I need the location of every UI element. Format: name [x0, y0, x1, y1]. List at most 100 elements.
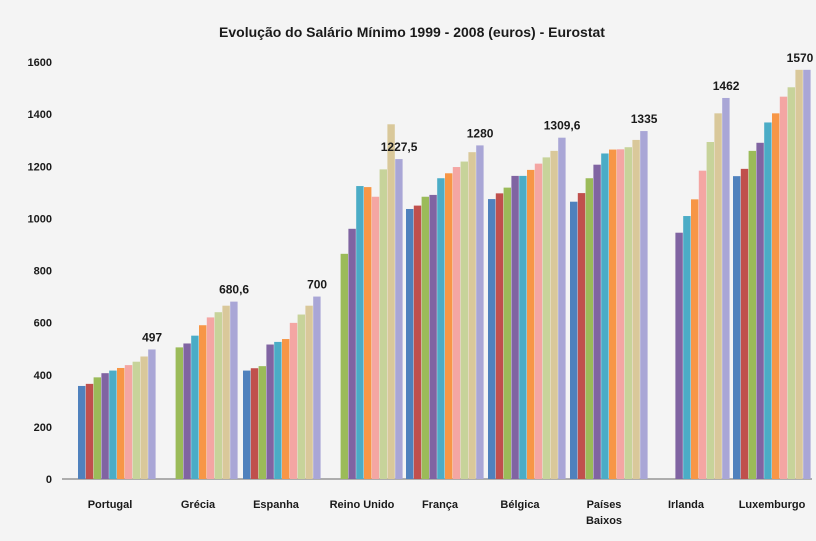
y-tick-label: 1000	[28, 213, 52, 225]
bar	[117, 367, 125, 479]
bar	[714, 113, 722, 479]
data-label: 1227,5	[381, 140, 418, 154]
bar	[348, 228, 356, 479]
bar	[387, 124, 395, 480]
bar	[266, 344, 274, 479]
bar	[214, 312, 222, 479]
bar	[593, 164, 601, 479]
data-label: 700	[307, 278, 327, 292]
bar	[258, 366, 266, 479]
x-tick-label: Luxemburgo	[739, 499, 806, 511]
bar	[183, 343, 191, 479]
bar	[199, 325, 207, 479]
y-tick-label: 1600	[28, 57, 52, 69]
bar	[379, 169, 387, 479]
bar	[503, 187, 511, 479]
bar	[740, 168, 749, 479]
bar	[534, 163, 543, 480]
bar	[356, 186, 364, 479]
x-axis: Portugal Grécia Espanha Reino Unido França Bé…	[88, 499, 806, 527]
chart-title: Evolução do Salário Mínimo 1999 - 2008 (…	[219, 24, 605, 40]
bar	[624, 147, 632, 480]
bar	[148, 349, 156, 479]
x-tick-label: Portugal	[88, 499, 133, 511]
bar	[274, 341, 282, 479]
bar	[601, 153, 609, 479]
bar	[495, 193, 504, 480]
bar	[429, 194, 437, 479]
bar	[297, 314, 305, 479]
data-label: 1462	[713, 79, 740, 93]
bar	[132, 361, 140, 479]
bar	[542, 157, 550, 480]
bar	[437, 178, 445, 479]
bar	[230, 301, 238, 479]
bar	[683, 216, 691, 480]
data-label: 680,6	[219, 283, 249, 297]
x-tick-label: Reino Unido	[330, 499, 395, 511]
bar	[795, 69, 803, 479]
bar	[222, 305, 230, 479]
x-tick-label: Grécia	[181, 499, 216, 511]
bar	[756, 142, 764, 479]
bar	[476, 145, 484, 479]
y-tick-label: 0	[46, 474, 52, 486]
bar	[191, 335, 199, 479]
bar	[675, 232, 683, 479]
x-tick-label: Espanha	[253, 499, 300, 511]
y-tick-label: 200	[34, 422, 52, 434]
data-label: 497	[142, 330, 162, 344]
y-tick-label: 400	[34, 370, 52, 382]
bar	[570, 201, 578, 479]
bar	[305, 305, 313, 479]
y-tick-label: 800	[34, 266, 52, 278]
bar	[460, 161, 468, 479]
bar	[109, 370, 117, 479]
bar	[488, 199, 496, 479]
bar	[78, 385, 86, 479]
bar	[698, 170, 707, 480]
bar	[101, 373, 109, 479]
bar	[364, 187, 372, 479]
y-tick-label: 1400	[28, 109, 52, 121]
data-label: 1280	[467, 126, 494, 140]
bar	[395, 159, 403, 479]
bar	[445, 173, 453, 480]
bar	[313, 296, 321, 479]
bar	[85, 383, 94, 479]
bar	[206, 317, 215, 479]
bar	[550, 150, 558, 480]
x-tick-label: França	[422, 499, 459, 511]
y-tick-label: 600	[34, 318, 52, 330]
bar	[585, 178, 593, 479]
y-axis: 0 200 400 600 800 1000 1200 1400 1600	[28, 57, 52, 486]
bar	[421, 196, 429, 480]
bar	[616, 149, 625, 479]
bar	[289, 322, 298, 479]
bar	[519, 175, 527, 479]
y-tick-label: 1200	[28, 161, 52, 173]
bar	[577, 193, 586, 480]
bar	[706, 142, 714, 479]
bar	[175, 347, 183, 479]
bar	[340, 253, 348, 479]
bar	[632, 139, 640, 479]
data-label: 1570	[787, 51, 814, 65]
bar	[413, 205, 422, 479]
bar	[779, 96, 788, 480]
bar	[511, 175, 519, 479]
bar	[722, 97, 730, 479]
bar	[691, 199, 699, 480]
bar	[250, 368, 259, 479]
bar	[748, 150, 756, 480]
bar	[640, 131, 648, 480]
bar	[452, 167, 461, 480]
bar	[803, 69, 811, 479]
data-labels: 497 680,6 700 1227,5 1280 1309,6 1335 1462 1570	[142, 51, 814, 345]
bar	[527, 169, 535, 479]
bar	[406, 208, 414, 479]
bar	[282, 339, 290, 479]
bar	[243, 370, 251, 479]
bar	[371, 196, 380, 480]
